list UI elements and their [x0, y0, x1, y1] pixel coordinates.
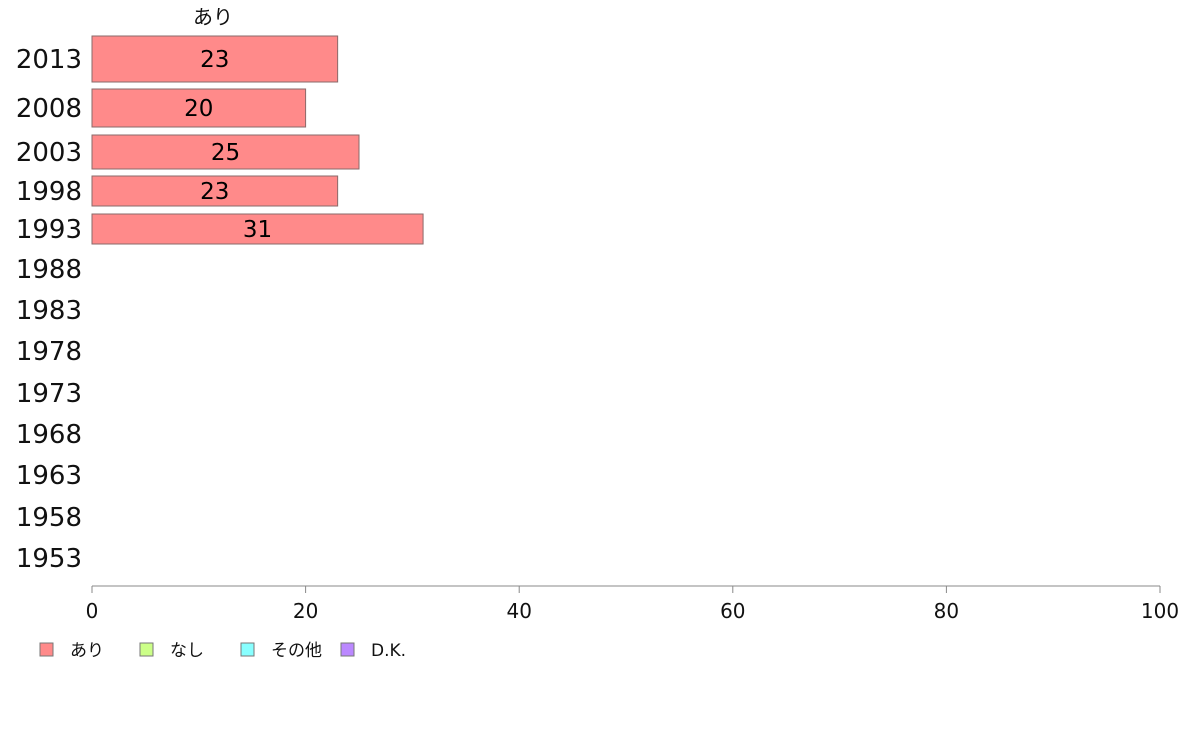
bar-value-label-2008: 20 [184, 96, 213, 122]
legend-swatch-2 [240, 642, 255, 657]
legend-label-3: D.K. [371, 641, 406, 661]
year-label-2008: 2008 [16, 94, 82, 124]
legend-swatch-1 [139, 642, 154, 657]
legend-label-0: あり [70, 641, 104, 661]
year-label-1988: 1988 [16, 255, 82, 285]
year-label-1993: 1993 [16, 215, 82, 245]
bar-1998 [91, 175, 339, 207]
year-label-1978: 1978 [16, 337, 82, 367]
series-heading: あり [193, 5, 233, 29]
year-label-1968: 1968 [16, 420, 82, 450]
x-axis: 0 20 40 60 80 100 [86, 585, 1179, 623]
year-labels: 2013 2008 2003 1998 1993 1988 1983 1978 1973 1968… [16, 45, 82, 574]
year-label-2003: 2003 [16, 138, 82, 168]
bar-value-label-1998: 23 [200, 179, 229, 205]
year-label-1953: 1953 [16, 544, 82, 574]
legend: あり なし その他 D.K. [39, 641, 406, 661]
year-label-1963: 1963 [16, 461, 82, 491]
bar-2013 [91, 35, 339, 83]
legend-swatch-3 [340, 642, 355, 657]
x-tick-label-60: 60 [720, 599, 745, 623]
year-label-1983: 1983 [16, 296, 82, 326]
bar-1993 [91, 213, 424, 245]
x-tick-label-0: 0 [86, 599, 99, 623]
year-label-1973: 1973 [16, 379, 82, 409]
year-label-2013: 2013 [16, 45, 82, 75]
bar-2003 [91, 134, 360, 170]
year-label-1958: 1958 [16, 503, 82, 533]
bar-value-label-2013: 23 [200, 47, 229, 73]
legend-label-1: なし [170, 641, 204, 661]
bar-value-label-2003: 25 [211, 140, 240, 166]
bars: 23 20 25 23 31 [91, 35, 424, 245]
x-tick-label-100: 100 [1141, 599, 1179, 623]
x-tick-label-80: 80 [934, 599, 959, 623]
legend-label-2: その他 [271, 641, 322, 661]
bar-value-label-1993: 31 [243, 217, 272, 243]
legend-swatch-0 [39, 642, 54, 657]
x-tick-label-20: 20 [293, 599, 318, 623]
year-label-1998: 1998 [16, 177, 82, 207]
bar-2008 [91, 88, 307, 128]
x-tick-label-40: 40 [506, 599, 531, 623]
